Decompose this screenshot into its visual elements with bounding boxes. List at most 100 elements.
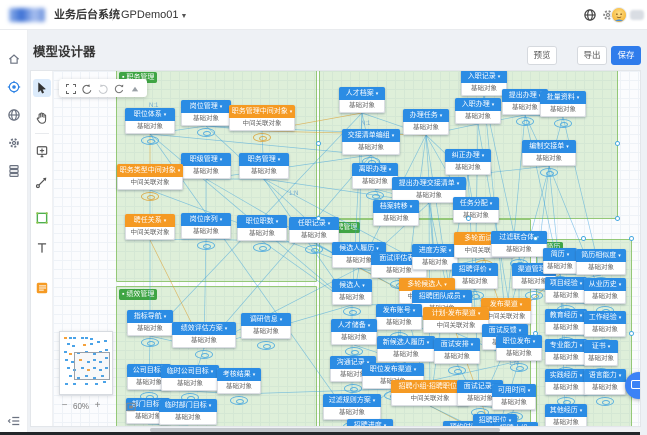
node-dropdown-icon[interactable]: ▾ [362,283,365,289]
node-dropdown-icon[interactable]: ▾ [252,372,256,378]
node-title[interactable]: 候选人 ▾ [332,279,372,292]
model-node[interactable]: 聘任关系 ▾ 中间关联对象 [125,214,175,240]
node-title[interactable]: 招聘进度 ▾ [347,419,393,426]
model-node[interactable]: 职务管理中间对象 ▾ 中间关联对象 [229,105,295,131]
node-title[interactable]: 考核结果 ▾ [217,368,261,381]
node-title[interactable]: 职务类型中间对象 ▾ [117,164,183,177]
node-dropdown-icon[interactable]: ▾ [376,246,379,252]
node-title[interactable]: 简历相似度 ▾ [576,249,626,262]
text-tool[interactable] [33,239,51,257]
node-dropdown-icon[interactable]: ▾ [367,323,371,329]
node-title[interactable]: 调研信息 ▾ [241,313,291,326]
node-dropdown-icon[interactable]: ▾ [618,282,622,288]
select-tool[interactable] [33,79,51,97]
node-title[interactable]: 过滤联合体▾ [491,231,547,244]
node-dropdown-icon[interactable]: ▾ [413,367,417,373]
node-title[interactable]: 发布渠道 ▾ [481,298,531,311]
node-dropdown-icon[interactable]: ▾ [488,267,492,273]
model-node[interactable]: 发布渠道 ▾ 中间关联对象 [481,298,531,324]
globe-icon[interactable] [583,8,597,22]
export-button[interactable]: 导出 [577,46,607,65]
node-dropdown-icon[interactable]: ▾ [277,157,281,163]
node-title[interactable]: 临时部门目标 ▾ [159,399,217,412]
gear-icon[interactable] [7,136,21,150]
model-node[interactable]: 招聘小组▾基础对象 [494,422,538,426]
selection-handle[interactable] [581,236,586,241]
node-title[interactable]: 计划-发布渠道 ▾ [423,307,489,320]
node-title[interactable]: 办理任务 ▾ [403,109,449,122]
model-node[interactable]: 语言能力 ▾ 基础对象 [584,369,626,395]
node-dropdown-icon[interactable]: ▾ [566,144,569,150]
model-node[interactable]: 岗位管理 ▾ 基础对象 [181,100,231,126]
node-title[interactable]: 职位体系 ▾ [125,108,175,121]
selection-handle[interactable] [316,216,321,221]
model-node[interactable]: 人才储备 ▾ 基础对象 [331,319,377,345]
node-title[interactable]: 职位职数 ▾ [237,215,287,228]
node-dropdown-icon[interactable]: ▾ [576,95,580,101]
node-dropdown-icon[interactable]: ▾ [497,74,501,80]
model-node[interactable]: 新候选人履历 ▾ 基础对象 [377,336,435,362]
node-dropdown-icon[interactable]: ▾ [481,153,485,159]
node-dropdown-icon[interactable]: ▾ [163,112,167,118]
model-node[interactable]: 教育经历 ▾ 基础对象 [545,309,587,335]
node-title[interactable]: 多轮候选人 ▾ [399,278,455,291]
model-node[interactable]: 从业历史 ▾ 基础对象 [584,278,626,304]
node-title[interactable]: 招聘小组▾ [494,422,538,426]
node-title[interactable]: 岗位序列 ▾ [181,213,231,226]
model-node[interactable]: 调研信息 ▾ 基础对象 [241,313,291,339]
model-node[interactable]: 职务管理 ▾ 基础对象 [239,153,289,179]
project-selector[interactable]: GPDemo01 ▼ [121,9,188,21]
model-node[interactable]: 临时部门目标 ▾ 基础对象 [159,399,217,425]
designer-icon[interactable] [7,80,21,94]
model-node[interactable]: 岗位序列 ▾ 基础对象 [181,213,231,239]
node-dropdown-icon[interactable]: ▾ [618,315,622,321]
globe-icon[interactable] [7,108,21,122]
model-node[interactable]: 入职记录 ▾ 基础对象 [461,71,507,96]
selection-handle[interactable] [629,236,634,241]
node-title[interactable]: 证书 ▾ [584,340,618,353]
selection-handle[interactable] [465,216,471,221]
model-canvas[interactable]: − 60% + ▪ 职务管理▪ 招聘管理▪ 简历▪ 绩效管理N:1N:11:NN… [53,71,640,426]
node-dropdown-icon[interactable]: ▾ [489,201,493,207]
node-title[interactable]: 职务管理 ▾ [239,153,289,166]
collapse-icon[interactable] [7,414,21,428]
node-dropdown-icon[interactable]: ▾ [391,133,395,139]
node-title[interactable]: 招聘团队成员 ▾ [412,290,472,303]
model-node[interactable]: 简历相似度 ▾ 基础对象 [576,249,626,275]
node-title[interactable]: 离职办理 ▾ [352,163,398,176]
node-dropdown-icon[interactable]: ▾ [383,423,387,426]
selection-handle[interactable] [316,141,321,146]
node-title[interactable]: 发布账号 ▾ [376,304,422,317]
model-node[interactable]: 职位职数 ▾ 基础对象 [237,215,287,241]
minimap[interactable] [59,331,113,395]
model-node[interactable]: 职位体系 ▾ 基础对象 [125,108,175,134]
node-title[interactable]: 提出办理▾ [502,89,548,102]
model-node[interactable]: 招聘评价 ▾ 基础对象 [452,263,498,289]
node-dropdown-icon[interactable]: ▾ [219,104,223,110]
node-dropdown-icon[interactable]: ▾ [279,317,283,323]
node-dropdown-icon[interactable]: ▾ [208,403,212,409]
node-dropdown-icon[interactable]: ▾ [412,308,416,314]
model-node[interactable]: 编制交接单 ▾ 基础对象 [522,140,576,166]
model-node[interactable]: 招聘小组-招聘职位▾中间关联对象 [391,380,469,406]
selection-handle[interactable] [533,236,538,241]
node-title[interactable]: 人才储备 ▾ [331,319,377,332]
pan-tool[interactable] [33,109,51,127]
minimap-viewport[interactable] [74,352,110,380]
node-title[interactable]: 可用时间 ▾ [492,384,536,397]
node-dropdown-icon[interactable]: ▾ [224,326,228,332]
node-dropdown-icon[interactable]: ▾ [462,294,466,300]
node-dropdown-icon[interactable]: ▾ [448,248,452,254]
model-node[interactable]: 办理任务 ▾ 基础对象 [403,109,449,135]
node-dropdown-icon[interactable]: ▾ [388,167,392,173]
node-title[interactable]: 职位发布 ▾ [496,335,542,348]
model-node[interactable]: 可用时间 ▾ 基础对象 [492,384,536,410]
node-dropdown-icon[interactable]: ▾ [477,311,481,317]
node-title[interactable]: 面试反馈 ▾ [482,324,528,337]
model-node[interactable]: 职级管理 ▾ 基础对象 [181,153,231,179]
model-node[interactable]: 进度方案 ▾ 基础对象 [412,244,458,270]
node-title[interactable]: 候选人履历 ▾ [332,242,386,255]
node-dropdown-icon[interactable]: ▾ [327,221,331,227]
reset-icon[interactable] [113,82,125,94]
node-title[interactable]: 职级管理 ▾ [181,153,231,166]
